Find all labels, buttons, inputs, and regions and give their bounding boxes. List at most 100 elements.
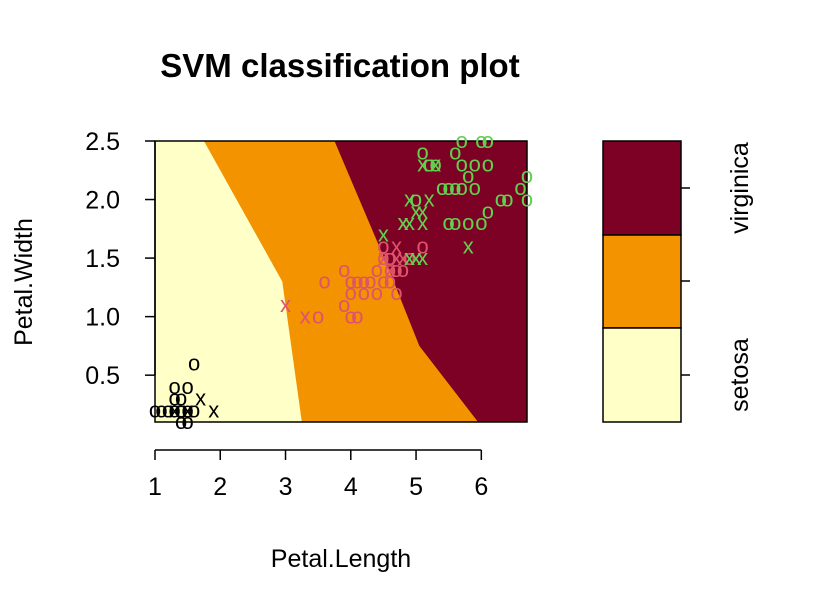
data-point-observation: o	[168, 397, 180, 422]
data-point-observation: o	[162, 397, 174, 422]
data-point-observation: o	[351, 304, 363, 329]
data-point-observation: o	[449, 210, 461, 235]
data-point-support-vector: x	[430, 151, 441, 176]
data-point-support-vector: x	[384, 257, 395, 282]
legend-label-setosa: setosa	[726, 338, 754, 412]
data-point-observation: o	[410, 187, 422, 212]
data-point-observation: o	[514, 175, 526, 200]
data-point-observation: o	[345, 269, 357, 294]
data-point-observation: o	[384, 257, 396, 282]
x-tick-label: 5	[409, 473, 423, 501]
legend: virginica setosa	[602, 140, 754, 423]
data-point-observation: o	[377, 269, 389, 294]
data-point-observation: o	[423, 151, 435, 176]
y-tick-label: 2.5	[85, 128, 120, 156]
y-axis: 0.5 1.0 1.5 2.0 2.5	[85, 128, 156, 390]
data-point-observation: o	[149, 397, 161, 422]
data-point-observation: o	[312, 304, 324, 329]
y-tick-label: 0.5	[85, 362, 120, 390]
data-point-support-vector: x	[378, 222, 389, 247]
data-point-support-vector: x	[391, 233, 402, 258]
data-point-observation: o	[416, 233, 428, 258]
data-point-observation: o	[521, 187, 533, 212]
data-point-support-vector: x	[463, 233, 474, 258]
data-point-observation: o	[351, 269, 363, 294]
data-point-observation: o	[345, 280, 357, 305]
data-point-observation: o	[521, 163, 533, 188]
data-point-observation: o	[338, 257, 350, 282]
y-tick-label: 1.0	[85, 304, 120, 332]
x-tick-label: 1	[148, 473, 162, 501]
x-tick-label: 4	[344, 473, 358, 501]
data-point-observation: o	[416, 140, 428, 165]
data-point-observation: o	[449, 140, 461, 165]
data-point-support-vector: x	[182, 397, 193, 422]
data-point-observation: o	[475, 210, 487, 235]
decision-regions	[155, 141, 527, 422]
y-axis-label: Petal.Width	[10, 218, 38, 346]
data-point-observation: o	[175, 386, 187, 411]
data-point-support-vector: x	[417, 198, 428, 223]
data-point-observation: o	[371, 257, 383, 282]
data-point-support-vector: x	[404, 245, 415, 270]
data-point-observation: o	[182, 409, 194, 434]
data-point-observation: o	[155, 397, 167, 422]
data-point-observation: o	[377, 245, 389, 270]
data-point-observation: o	[175, 397, 187, 422]
legend-swatch-virginica	[602, 140, 682, 236]
data-point-observation: o	[182, 374, 194, 399]
data-point-observation: o	[462, 163, 474, 188]
data-point-observation: o	[456, 151, 468, 176]
x-axis: 1 2 3 4 5 6	[148, 449, 488, 501]
data-point-observation: o	[377, 233, 389, 258]
data-point-observation: o	[182, 397, 194, 422]
data-point-observation: o	[319, 269, 331, 294]
data-point-support-vector: x	[404, 187, 415, 212]
data-point-observation: o	[358, 280, 370, 305]
data-point-observation: o	[390, 257, 402, 282]
data-point-observation: o	[482, 128, 494, 153]
data-point-observation: o	[371, 280, 383, 305]
y-tick-label: 2.0	[85, 187, 120, 215]
data-point-observation: o	[449, 175, 461, 200]
data-point-observation: o	[456, 128, 468, 153]
data-point-support-vector: x	[195, 386, 206, 411]
legend-swatch-versicolor	[602, 234, 682, 329]
data-point-observation: o	[188, 350, 200, 375]
data-point-observation: o	[495, 187, 507, 212]
data-point-observation: o	[482, 198, 494, 223]
legend-label-virginica: virginica	[726, 142, 754, 234]
data-point-observation: o	[390, 280, 402, 305]
data-point-observation: o	[384, 269, 396, 294]
y-tick-label: 1.5	[85, 245, 120, 273]
data-point-support-vector: x	[424, 187, 435, 212]
data-point-support-vector: x	[398, 210, 409, 235]
data-point-observation: o	[443, 175, 455, 200]
data-point-observation: o	[469, 151, 481, 176]
data-point-observation: o	[364, 269, 376, 294]
data-point-support-vector: x	[280, 292, 291, 317]
region-virginica	[334, 141, 527, 422]
data-point-support-vector: x	[417, 210, 428, 235]
data-point-support-vector: x	[411, 245, 422, 270]
data-point-support-vector: x	[378, 245, 389, 270]
data-point-support-vector: x	[411, 198, 422, 223]
legend-swatch-setosa	[602, 327, 682, 423]
data-point-support-vector: x	[169, 397, 180, 422]
data-point-support-vector: x	[208, 397, 219, 422]
data-point-observation: o	[430, 151, 442, 176]
data-point-support-vector: x	[417, 151, 428, 176]
data-point-support-vector: x	[398, 245, 409, 270]
data-point-observation: o	[338, 292, 350, 317]
data-point-support-vector: x	[398, 210, 409, 235]
data-point-support-vector: x	[404, 210, 415, 235]
data-point-observation: o	[456, 175, 468, 200]
x-tick-label: 2	[213, 473, 227, 501]
data-point-support-vector: x	[391, 245, 402, 270]
data-point-observation: o	[403, 245, 415, 270]
data-point-observation: o	[501, 187, 513, 212]
data-point-observation: o	[462, 210, 474, 235]
data-point-observation: o	[384, 245, 396, 270]
data-point-support-vector: x	[300, 304, 311, 329]
